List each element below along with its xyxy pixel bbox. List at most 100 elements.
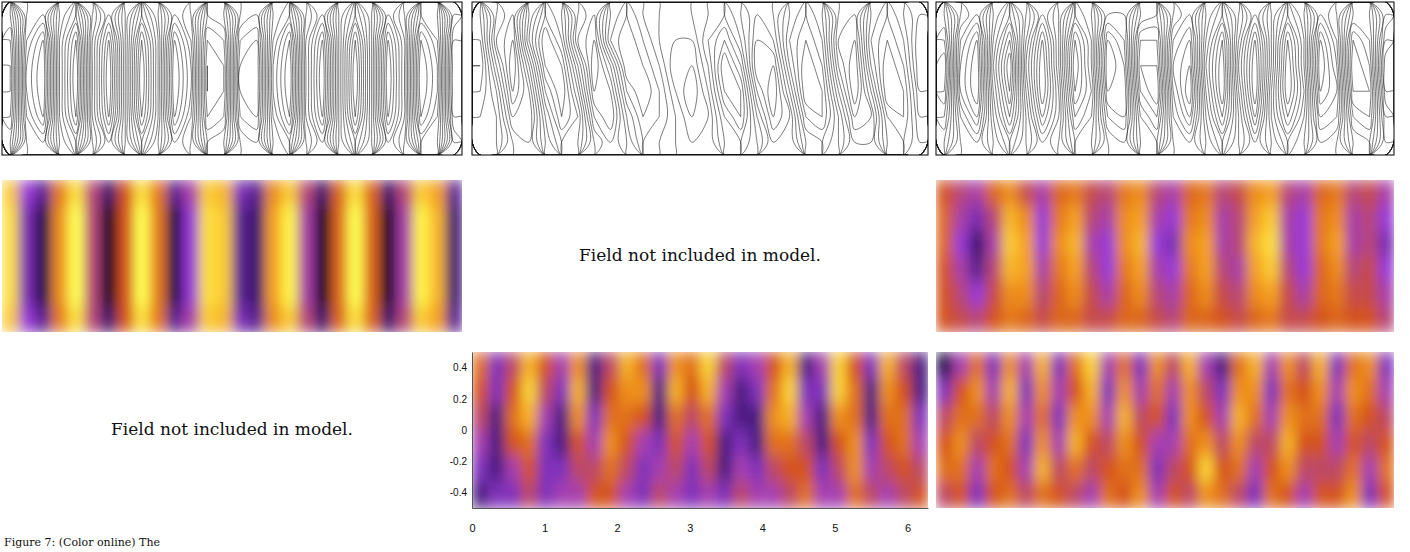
heatmap-cell [1361, 205, 1378, 231]
contour-line [936, 2, 1394, 155]
heatmap-cell [1263, 482, 1280, 508]
heatmap-cell [537, 404, 554, 431]
contour-line [345, 2, 366, 155]
heatmap-cell [216, 180, 233, 206]
heatmap-cell [117, 307, 134, 332]
heatmap-cell [1051, 205, 1068, 231]
x-tick-label: 3 [687, 522, 693, 534]
heatmap-cell [830, 456, 847, 483]
heatmap-cell [1296, 404, 1313, 431]
heatmap-cell [51, 180, 68, 206]
heatmap-cell [1378, 352, 1394, 379]
contour-line [982, 2, 1037, 155]
contour-line [1285, 40, 1291, 104]
heatmap-cell [1312, 352, 1329, 379]
heatmap-cell [1034, 256, 1051, 282]
heatmap-cell [1051, 180, 1068, 206]
heatmap-cell [1296, 352, 1313, 379]
heatmap-cell [199, 307, 216, 332]
heatmap-cell [1001, 456, 1018, 483]
heatmap-cell [1149, 482, 1166, 508]
heatmap-cell [1100, 456, 1117, 483]
contour-line [1173, 27, 1194, 125]
heatmap-cell [1329, 378, 1346, 405]
heatmap-cell [232, 281, 249, 307]
heatmap-cell [331, 307, 348, 332]
heatmap-cell [1181, 352, 1198, 379]
heatmap-cell [765, 430, 782, 457]
heatmap-cell [798, 482, 815, 508]
heatmap-cell [879, 404, 896, 431]
heatmap-cell [1230, 205, 1247, 231]
heatmap-cell [314, 256, 331, 282]
heatmap-cell [537, 482, 554, 508]
contour-line [684, 66, 698, 117]
heatmap-cell [133, 307, 150, 332]
heatmap-cell [1280, 307, 1297, 332]
heatmap-cell [1247, 307, 1264, 332]
heatmap-cell [1149, 404, 1166, 431]
contour-line [1001, 32, 1014, 117]
contour-line [115, 2, 172, 155]
heatmap-cell [798, 456, 815, 483]
heatmap-cell [1165, 482, 1182, 508]
heatmap-cell [1132, 256, 1149, 282]
contour-line [1139, 40, 1160, 117]
contour-line [70, 32, 79, 126]
heatmap-cell [84, 256, 101, 282]
heatmap-cell [570, 352, 587, 379]
contour-line [45, 2, 101, 155]
heatmap-cell [1034, 404, 1051, 431]
plot-area [936, 352, 1394, 508]
heatmap-cell [1051, 352, 1068, 379]
heatmap-cell [1312, 231, 1329, 257]
contour-line [347, 2, 364, 155]
heatmap-cell [1247, 378, 1264, 405]
heatmap-cell [472, 352, 489, 379]
contour-line [1265, 2, 1312, 155]
contour-line [1185, 66, 1191, 104]
contour-line [936, 2, 950, 130]
contour-line [504, 15, 519, 104]
heatmap-cell [985, 231, 1002, 257]
heatmap-cell [84, 180, 101, 206]
contour-line [413, 2, 440, 155]
heatmap-cell [936, 352, 953, 379]
heatmap-cell [18, 307, 35, 332]
contour-line [1129, 2, 1171, 155]
contour-line [206, 40, 224, 117]
heatmap-cell [733, 456, 750, 483]
heatmap-cell [1051, 404, 1068, 431]
heatmap-cell [101, 180, 118, 206]
heatmap-cell [749, 482, 766, 508]
heatmap-cell [199, 231, 216, 257]
contour-line [2, 65, 10, 92]
x-tick: 1 [542, 508, 548, 534]
heatmap-cell [1198, 307, 1215, 332]
heatmap-cell [150, 205, 167, 231]
contour-line [754, 40, 782, 129]
heatmap-cell [651, 430, 668, 457]
panel: 01234560.40.20-0.2-0.4 [450, 352, 929, 534]
heatmap-cell [1329, 456, 1346, 483]
heatmap-cell [1329, 180, 1346, 206]
heatmap-cell [1100, 205, 1117, 231]
heatmap-cell [199, 205, 216, 231]
contour-line [1278, 2, 1301, 134]
heatmap-cell [1018, 378, 1035, 405]
contour-line [317, 32, 326, 126]
contour-line [989, 2, 1027, 155]
heatmap-cell [1312, 404, 1329, 431]
heatmap-cell [586, 378, 603, 405]
heatmap-cell [814, 404, 831, 431]
heatmap-cell [413, 180, 430, 206]
heatmap-cell [2, 256, 19, 282]
contour-line [869, 2, 928, 155]
heatmap-cell [1083, 281, 1100, 307]
heatmap-cell [1329, 352, 1346, 379]
contour-line [349, 23, 362, 134]
heatmap-cell [1051, 307, 1068, 332]
heatmap-cell [985, 430, 1002, 457]
heatmap-cell [18, 205, 35, 231]
contour-line [68, 23, 81, 134]
